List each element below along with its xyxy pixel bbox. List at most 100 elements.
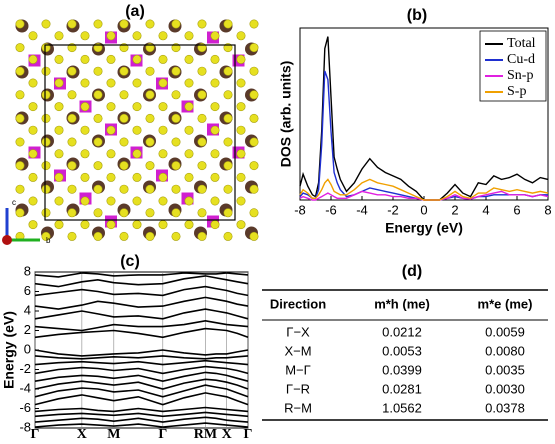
atom bbox=[223, 90, 233, 100]
band bbox=[34, 378, 249, 390]
atom bbox=[119, 137, 129, 147]
atom bbox=[15, 43, 25, 53]
band bbox=[34, 365, 249, 375]
atom bbox=[67, 19, 77, 29]
atom bbox=[171, 90, 181, 100]
dos-line bbox=[299, 70, 548, 201]
x-tick-label: RM bbox=[194, 427, 217, 442]
atom bbox=[171, 19, 181, 29]
atom bbox=[41, 231, 51, 241]
atom bbox=[28, 149, 38, 159]
table-cell: 0.0378 bbox=[485, 400, 525, 415]
table bbox=[262, 289, 548, 421]
atom bbox=[93, 161, 103, 171]
atom bbox=[106, 196, 116, 206]
atom bbox=[249, 137, 259, 147]
y-tick-label: -2 bbox=[19, 361, 31, 376]
atom bbox=[132, 172, 142, 182]
atom bbox=[171, 184, 181, 194]
atom bbox=[158, 102, 168, 112]
atom bbox=[249, 161, 259, 171]
atom bbox=[106, 172, 116, 182]
atom bbox=[171, 113, 181, 123]
atom bbox=[41, 161, 51, 171]
atom bbox=[210, 54, 220, 64]
atom bbox=[249, 90, 259, 100]
atom bbox=[236, 196, 246, 206]
atom bbox=[158, 78, 168, 88]
atom bbox=[28, 31, 38, 41]
table-header: m*e (me) bbox=[478, 296, 533, 311]
atom bbox=[54, 102, 64, 112]
atom bbox=[132, 125, 142, 135]
atom bbox=[41, 184, 51, 194]
band bbox=[34, 308, 249, 320]
band bbox=[34, 411, 249, 418]
atom bbox=[67, 161, 77, 171]
atom bbox=[28, 220, 38, 230]
atom bbox=[132, 54, 142, 64]
atom bbox=[249, 208, 259, 218]
atom bbox=[15, 208, 25, 218]
atom bbox=[197, 113, 207, 123]
band bbox=[34, 296, 249, 310]
atom bbox=[80, 54, 90, 64]
panel-label: (c) bbox=[120, 253, 140, 270]
y-tick-label: -4 bbox=[19, 380, 31, 395]
atom bbox=[119, 90, 129, 100]
y-tick-label: 0 bbox=[24, 341, 31, 356]
y-tick-label: -8 bbox=[19, 419, 31, 434]
atom bbox=[67, 184, 77, 194]
atom bbox=[67, 137, 77, 147]
atom bbox=[223, 137, 233, 147]
band bbox=[34, 349, 249, 357]
band bbox=[34, 384, 249, 398]
table-cell: 0.0281 bbox=[382, 381, 422, 396]
atom bbox=[132, 149, 142, 159]
atom bbox=[145, 90, 155, 100]
atom bbox=[119, 231, 129, 241]
x-tick-label: 8 bbox=[544, 202, 551, 217]
panel-label: (b) bbox=[407, 7, 427, 24]
atom bbox=[41, 137, 51, 147]
atom bbox=[132, 102, 142, 112]
band bbox=[34, 392, 249, 406]
band bbox=[34, 406, 249, 413]
legend-label: Sn-p bbox=[507, 68, 533, 83]
band bbox=[34, 422, 249, 428]
atom bbox=[132, 78, 142, 88]
atom bbox=[28, 54, 38, 64]
atom bbox=[15, 66, 25, 76]
atom bbox=[145, 66, 155, 76]
atom bbox=[171, 137, 181, 147]
atom bbox=[197, 184, 207, 194]
atom bbox=[119, 208, 129, 218]
band bbox=[34, 319, 249, 332]
x-tick-label: Γ bbox=[158, 427, 167, 442]
atom bbox=[158, 149, 168, 159]
atom bbox=[158, 220, 168, 230]
table-cell: M−Γ bbox=[285, 362, 311, 377]
atom bbox=[93, 208, 103, 218]
x-tick-label: -2 bbox=[387, 202, 399, 217]
cell-box bbox=[44, 44, 236, 221]
atom bbox=[119, 66, 129, 76]
atom bbox=[145, 19, 155, 29]
atom bbox=[132, 220, 142, 230]
atom bbox=[119, 161, 129, 171]
atom bbox=[93, 231, 103, 241]
table-cell: 0.0035 bbox=[485, 362, 525, 377]
atom bbox=[158, 125, 168, 135]
atom bbox=[93, 184, 103, 194]
x-tick-label: M bbox=[107, 427, 120, 442]
atom bbox=[223, 66, 233, 76]
atom bbox=[54, 54, 64, 64]
atom bbox=[197, 137, 207, 147]
atom bbox=[106, 31, 116, 41]
atom bbox=[184, 220, 194, 230]
atom bbox=[80, 220, 90, 230]
atom bbox=[54, 196, 64, 206]
atom bbox=[119, 184, 129, 194]
y-tick-label: 2 bbox=[24, 322, 31, 337]
